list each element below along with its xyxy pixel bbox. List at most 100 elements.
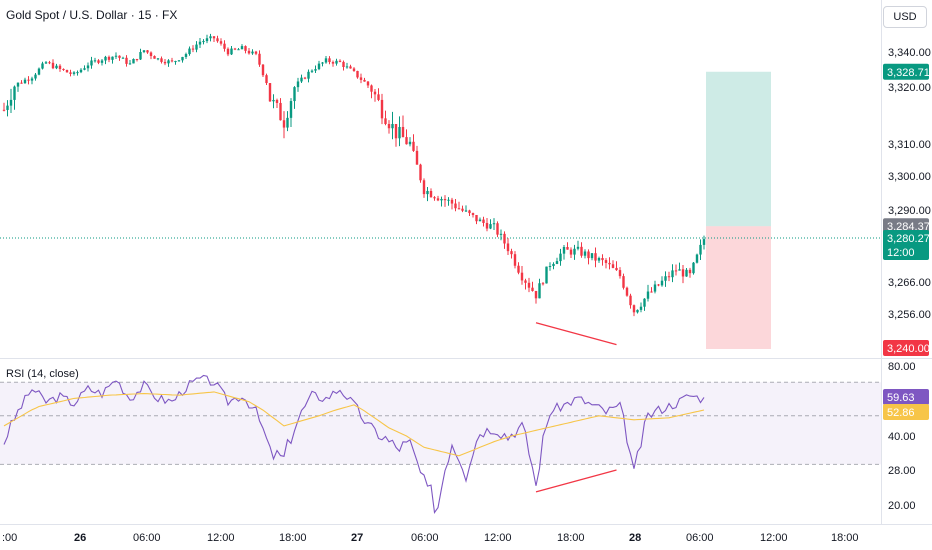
candle-body — [310, 70, 314, 72]
candle-body — [58, 65, 62, 69]
candle-body — [611, 264, 615, 268]
candle-body — [16, 82, 20, 87]
candle-body — [475, 214, 478, 222]
candle-body — [653, 284, 657, 292]
candle-body — [419, 164, 422, 181]
candle-body — [9, 99, 13, 106]
candle-body — [44, 62, 48, 64]
candle-body — [202, 41, 205, 43]
time-tick-label: 27 — [351, 532, 363, 544]
candle-body — [41, 63, 44, 69]
candle-body — [160, 58, 163, 62]
candle-body — [359, 77, 363, 80]
candle-body — [265, 75, 268, 84]
candle-body — [139, 52, 142, 60]
candle-body — [195, 44, 198, 50]
candle-body — [650, 291, 653, 293]
candle-body — [317, 63, 321, 70]
candle-body — [580, 246, 583, 256]
candle-body — [636, 309, 639, 313]
candle-body — [667, 276, 671, 278]
candle-body — [342, 61, 345, 68]
candle-body — [328, 58, 331, 63]
candle-body — [90, 60, 93, 66]
candle-body — [573, 248, 576, 255]
candle-body — [156, 58, 160, 60]
time-tick-label: 06:00 — [133, 532, 161, 544]
candle-body — [121, 57, 125, 59]
price-divergence-line — [535, 322, 617, 346]
candle-body — [405, 137, 408, 145]
time-tick-label: 06:00 — [411, 532, 439, 544]
price-tick-label: 3,300.00 — [888, 171, 931, 183]
price-tick-label: 3,340.00 — [888, 47, 931, 59]
rsi-line — [3, 374, 705, 514]
candle-body — [177, 60, 181, 62]
candle-body — [576, 246, 580, 249]
candle-body — [559, 253, 562, 262]
candle-body — [485, 222, 489, 229]
price-tick-label: 3,266.00 — [888, 277, 931, 289]
candle-body — [135, 59, 139, 61]
candle-body — [212, 36, 216, 39]
candle-body — [499, 233, 503, 235]
candle-body — [412, 141, 415, 151]
rsi-badge-bg — [883, 404, 929, 420]
candle-body — [62, 68, 65, 71]
rsi-tick-label: 28.00 — [888, 465, 916, 477]
candle-body — [548, 266, 552, 268]
candle-body — [496, 223, 499, 235]
candle-body — [258, 53, 261, 65]
candle-body — [230, 48, 233, 55]
candle-body — [583, 251, 587, 256]
candle-body — [356, 70, 359, 78]
candle-body — [97, 60, 100, 63]
candle-body — [534, 290, 538, 299]
candle-body — [132, 59, 135, 64]
candle-body — [695, 254, 699, 263]
candle-body — [657, 284, 660, 286]
candle-body — [643, 298, 646, 307]
candle-body — [335, 60, 338, 64]
candle-body — [72, 72, 76, 74]
candle-body — [247, 50, 251, 54]
candle-body — [55, 65, 58, 69]
candle-body — [146, 50, 149, 53]
candle-body — [48, 62, 51, 64]
candle-body — [415, 150, 419, 165]
candle-body — [142, 50, 146, 53]
candle-body — [422, 180, 426, 195]
candle-body — [244, 46, 247, 51]
candle-body — [27, 79, 30, 81]
rsi-badge: 52.86 — [887, 407, 915, 419]
candle-body — [541, 283, 545, 285]
currency-button[interactable]: USD — [883, 6, 927, 28]
candle-body — [282, 120, 286, 128]
candle-body — [268, 83, 272, 102]
price-tick-label: 3,256.00 — [888, 309, 931, 321]
candle-body — [34, 74, 37, 79]
candle-body — [226, 48, 230, 55]
price-badge-bg — [883, 63, 929, 80]
profit-zone — [706, 71, 771, 227]
time-tick-label: 18:00 — [279, 532, 307, 544]
candle-body — [13, 86, 16, 100]
price-badge: 3,280.27 — [887, 233, 930, 245]
rsi-title: RSI (14, close) — [6, 368, 79, 380]
candle-body — [468, 210, 471, 214]
time-tick-label: 12:00 — [760, 532, 788, 544]
candle-body — [153, 56, 156, 59]
candle-body — [681, 269, 685, 277]
candle-body — [286, 117, 289, 128]
candle-body — [702, 239, 706, 245]
candle-body — [639, 306, 643, 310]
candle-body — [674, 270, 678, 272]
candle-body — [454, 203, 457, 209]
candle-body — [373, 91, 377, 95]
candle-body — [275, 99, 279, 103]
price-badge: 3,328.71 — [887, 67, 930, 79]
candle-body — [688, 269, 692, 274]
candle-body — [632, 305, 636, 313]
candle-body — [216, 38, 219, 42]
